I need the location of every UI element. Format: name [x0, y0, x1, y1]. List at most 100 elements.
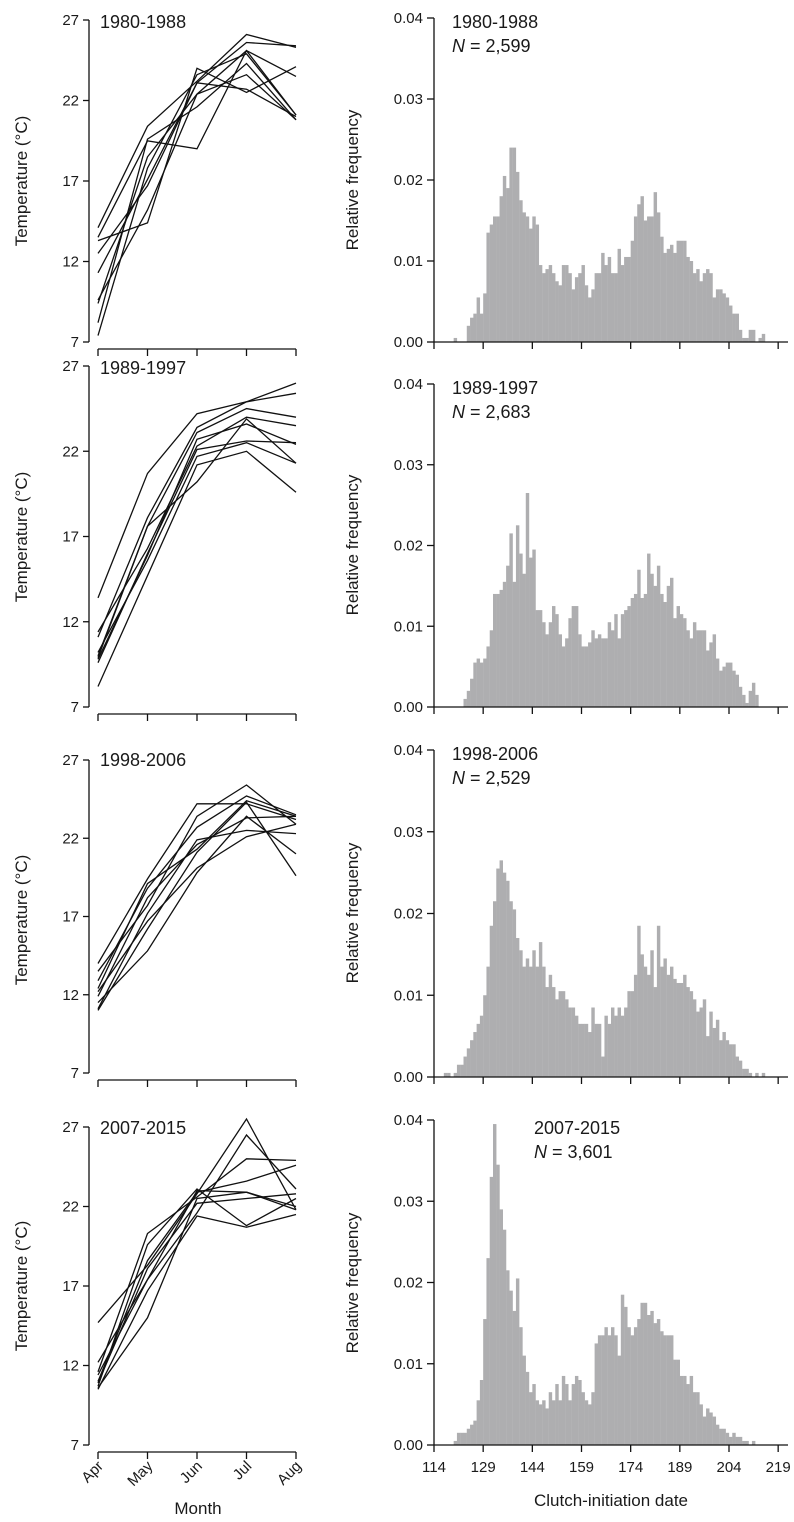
- temperature-series-line: [97, 53, 297, 336]
- histogram-bar: [473, 662, 477, 707]
- histogram-bar: [683, 1375, 687, 1445]
- histogram-bar: [470, 317, 474, 342]
- histogram-bar: [725, 662, 730, 707]
- histogram-bar: [591, 289, 595, 342]
- histogram-bar: [594, 1343, 599, 1445]
- histogram-bar: [578, 1380, 582, 1445]
- histogram-bar: [663, 602, 667, 707]
- histogram-bar: [561, 991, 566, 1077]
- histogram-bar: [565, 999, 569, 1077]
- histogram-bar: [561, 265, 566, 342]
- hist-x-axis-title: Clutch-initiation date: [534, 1491, 688, 1510]
- histogram-bar: [725, 1040, 730, 1077]
- histogram-bar: [676, 606, 680, 707]
- histogram-bar: [538, 942, 543, 1077]
- hist-n-label: N = 2,599: [452, 36, 531, 56]
- temperature-series-line: [97, 1188, 297, 1387]
- histogram-bar: [709, 642, 713, 707]
- histogram-bar: [643, 1302, 648, 1445]
- temp-y-axis-title: Temperature (°C): [12, 855, 31, 986]
- histogram-bar: [499, 589, 503, 707]
- histogram-bar: [751, 682, 756, 707]
- histogram-bar: [712, 634, 717, 707]
- hist-y-tick-label: 0.01: [394, 618, 423, 635]
- hist-y-axis-title: Relative frequency: [343, 842, 362, 983]
- histogram-bar: [519, 553, 523, 707]
- temperature-series-line: [97, 829, 297, 1010]
- histogram-bar: [506, 565, 510, 707]
- histogram-bar: [493, 1124, 497, 1445]
- hist-y-tick-label: 0.03: [394, 457, 423, 474]
- histogram-bar: [706, 1408, 710, 1445]
- temp-y-tick-label: 22: [62, 830, 79, 847]
- histogram-bar: [535, 610, 540, 707]
- histogram-bar: [499, 860, 503, 1077]
- histogram-bar: [673, 618, 677, 707]
- temp-y-tick-label: 12: [62, 614, 79, 631]
- temp-panel-label: 1989-1997: [100, 358, 186, 378]
- histogram-bar: [630, 991, 635, 1077]
- histogram-panel-1989-1997: 1989-1997 N = 2,683 Relative frequency 0…: [343, 376, 788, 716]
- histogram-bar: [515, 525, 520, 707]
- histogram-bar: [630, 240, 635, 342]
- histogram-bar: [591, 1007, 595, 1077]
- hist-y-axis-title: Relative frequency: [343, 109, 362, 250]
- histogram-bar: [637, 569, 641, 707]
- histogram-bar: [581, 1023, 585, 1077]
- histogram-bar: [679, 614, 684, 707]
- histogram-bar: [653, 192, 658, 342]
- histogram-bar: [617, 248, 621, 342]
- histogram-bar: [456, 1064, 461, 1077]
- histogram-bar: [574, 1015, 579, 1077]
- histogram-bar: [751, 1440, 756, 1445]
- histogram-bar: [706, 650, 710, 707]
- histogram-bar: [509, 1290, 513, 1446]
- histogram-bar: [512, 581, 517, 707]
- histogram-bar: [460, 1432, 464, 1445]
- temperature-series-line: [97, 392, 297, 638]
- histogram-bar: [663, 958, 667, 1077]
- temperature-series-line: [97, 440, 297, 663]
- temperature-series-line: [97, 803, 297, 964]
- hist-panel-label: 1989-1997: [452, 378, 538, 398]
- temperature-series-line: [97, 823, 297, 992]
- histogram-bar: [486, 232, 490, 342]
- histogram-bar: [470, 1424, 474, 1445]
- histogram-bar: [666, 974, 671, 1077]
- histogram-bar: [689, 991, 694, 1077]
- histogram-bar: [660, 966, 664, 1077]
- histogram-bar: [673, 978, 677, 1077]
- histogram-bar: [712, 1027, 717, 1077]
- histogram-bar: [742, 694, 746, 707]
- histogram-bar: [696, 269, 700, 342]
- histogram-bar: [555, 999, 559, 1077]
- temperature-series-line: [97, 784, 297, 972]
- histogram-bar: [633, 216, 638, 342]
- histogram-bar: [755, 1072, 759, 1077]
- histogram-bar: [529, 966, 533, 1077]
- histogram-bar: [502, 872, 507, 1078]
- histogram-bar: [679, 982, 684, 1077]
- histogram-bar: [535, 966, 540, 1077]
- temp-y-tick-label: 12: [62, 1358, 79, 1375]
- hist-x-tick-label: 174: [618, 1459, 643, 1476]
- histogram-bar: [525, 1371, 530, 1446]
- histogram-bar: [460, 1064, 464, 1077]
- temp-y-tick-label: 22: [62, 1199, 79, 1216]
- histogram-bar: [709, 1011, 713, 1077]
- histogram-bar: [453, 337, 458, 342]
- histogram-bar: [522, 573, 526, 707]
- histogram-bar: [466, 690, 471, 707]
- histogram-bar: [532, 549, 536, 707]
- histogram-bar: [532, 216, 536, 342]
- histogram-bar: [702, 999, 707, 1077]
- histogram-bar: [656, 1319, 661, 1445]
- histogram-bar: [679, 1375, 684, 1445]
- histogram-bar: [729, 662, 733, 707]
- histogram-bar: [650, 950, 654, 1077]
- histogram-bar: [558, 285, 562, 342]
- temperature-panel-1980-1988: 1980-1988 Temperature (°C) 7 12 17 22 27: [12, 12, 297, 356]
- histogram-bar: [594, 638, 599, 707]
- histogram-bar: [715, 658, 720, 707]
- histogram-bar: [673, 252, 677, 342]
